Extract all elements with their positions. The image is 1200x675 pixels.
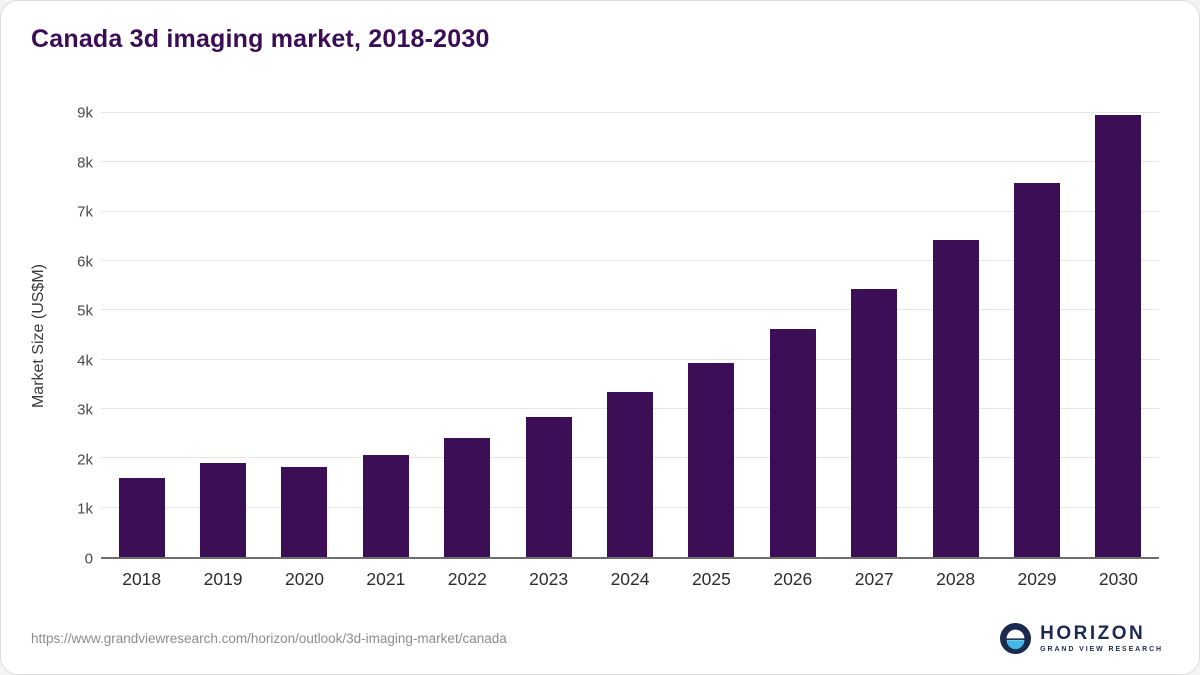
x-tick-label-2025: 2025 [691, 569, 731, 589]
bar-column [752, 113, 833, 557]
bar-column [996, 113, 1077, 557]
x-tick-label-2030: 2030 [1098, 569, 1138, 589]
y-axis-title-wrap: Market Size (US$M) [27, 113, 51, 559]
y-tick-label: 0 [84, 550, 93, 568]
bar-column [915, 113, 996, 557]
chart-title: Canada 3d imaging market, 2018-2030 [31, 25, 490, 53]
x-tick-label-2029: 2029 [1017, 569, 1057, 589]
x-tick-label-2026: 2026 [773, 569, 813, 589]
x-tick-label-2022: 2022 [447, 569, 487, 589]
y-tick-label: 7k [77, 203, 93, 221]
y-tick-label: 4k [77, 352, 93, 370]
bar-column [427, 113, 508, 557]
x-tick-label-2028: 2028 [936, 569, 976, 589]
x-tick-label-2027: 2027 [854, 569, 894, 589]
x-axis-labels: 2018 2019 2020 2021 2022 2023 2024 2025 2026 2027… [101, 569, 1159, 590]
bar-2029 [1013, 182, 1060, 557]
bar-2021 [362, 455, 409, 557]
x-tick-label-2024: 2024 [610, 569, 650, 589]
y-tick-label: 5k [77, 302, 93, 320]
x-tick-label-2021: 2021 [366, 569, 406, 589]
gridline [101, 161, 1159, 163]
y-tick-label: 3k [77, 401, 93, 419]
logo-title: HORIZON [1040, 623, 1146, 645]
horizon-logo-icon [1000, 623, 1032, 654]
bar-column [182, 113, 263, 557]
logo-subtitle: GRAND VIEW RESEARCH [1040, 645, 1163, 653]
gridline [101, 210, 1159, 212]
bar-2020 [281, 467, 328, 557]
bar-2030 [1095, 114, 1142, 557]
x-tick-label-2019: 2019 [203, 569, 243, 589]
bar-2018 [118, 478, 165, 557]
gridline [101, 309, 1159, 311]
bar-column [101, 113, 182, 557]
bar-2022 [444, 437, 491, 557]
bar-2026 [769, 329, 816, 557]
bar-column [1078, 113, 1159, 557]
bar-2024 [607, 391, 654, 557]
y-tick-label: 8k [77, 154, 93, 172]
bar-2019 [200, 463, 247, 557]
gridline [101, 260, 1159, 262]
x-tick-label-2020: 2020 [285, 569, 324, 589]
y-tick-label: 1k [77, 500, 93, 518]
y-axis-title: Market Size (US$M) [30, 263, 47, 409]
gridline [101, 112, 1159, 113]
bar-2027 [851, 288, 898, 557]
y-tick-label: 9k [77, 104, 93, 122]
y-tick-label: 6k [77, 253, 93, 271]
horizon-logo: HORIZON GRAND VIEW RESEARCH [1000, 623, 1163, 654]
horizon-logo-text: HORIZON GRAND VIEW RESEARCH [1040, 624, 1163, 653]
bars-container [101, 113, 1159, 557]
bar-2028 [932, 240, 979, 557]
y-tick-label: 2k [77, 451, 93, 469]
x-tick-label-2023: 2023 [529, 569, 569, 589]
bar-column [508, 113, 589, 557]
bar-2023 [525, 416, 572, 557]
x-tick-label-2018: 2018 [122, 569, 162, 589]
bar-2025 [688, 362, 735, 557]
bar-column [671, 113, 752, 557]
bar-column [589, 113, 670, 557]
gridline [101, 358, 1159, 360]
y-axis-ticks: 0 1k 2k 3k 4k 5k 6k 7k 8k 9k [53, 105, 93, 568]
source-url: https://www.grandviewresearch.com/horizo… [31, 631, 507, 646]
bar-column [834, 113, 915, 557]
plot-area: 2018 2019 2020 2021 2022 2023 2024 2025 2026 2027… [101, 112, 1159, 589]
bar-column [264, 113, 345, 557]
bar-column [345, 113, 426, 557]
